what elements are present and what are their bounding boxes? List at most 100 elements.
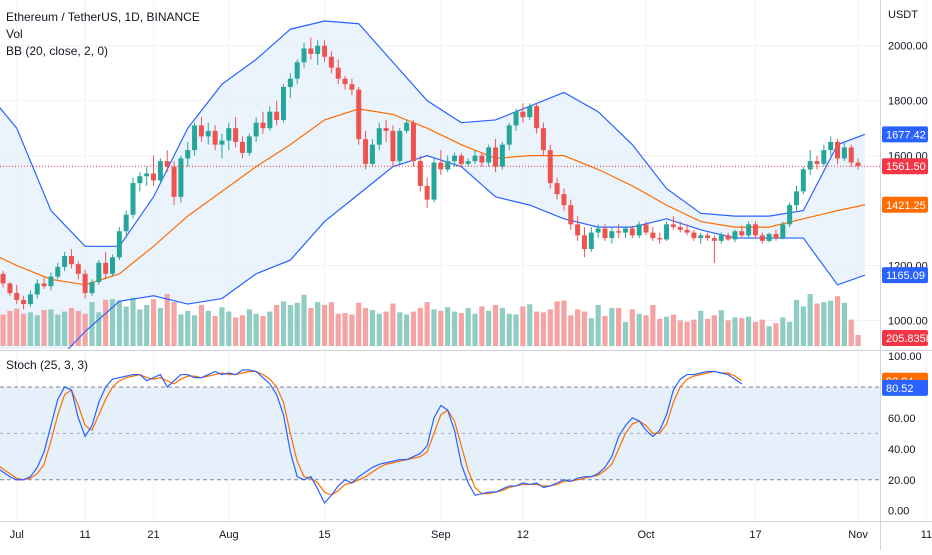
candle-body bbox=[664, 224, 670, 240]
candle-body bbox=[281, 86, 286, 120]
candle-body bbox=[452, 155, 457, 162]
volume-bar bbox=[130, 297, 136, 346]
candle-body bbox=[506, 125, 512, 145]
candle bbox=[499, 141, 505, 170]
candle-body bbox=[171, 166, 177, 197]
stoch-tick-label: 20.00 bbox=[888, 475, 916, 487]
bollinger-legend: BB (20, close, 2, 0) bbox=[6, 44, 109, 58]
candle-body bbox=[410, 122, 416, 162]
volume-bar bbox=[547, 309, 553, 346]
stoch-k-badge-bg bbox=[882, 379, 928, 396]
candle bbox=[452, 152, 457, 167]
candle-body bbox=[595, 228, 601, 233]
candle-body bbox=[404, 122, 410, 131]
candle bbox=[322, 40, 328, 63]
volume-bar bbox=[848, 319, 854, 346]
candle bbox=[110, 254, 115, 277]
volume-bar bbox=[75, 310, 81, 346]
candle bbox=[171, 161, 177, 206]
candle-body bbox=[390, 130, 396, 162]
volume-bar bbox=[581, 311, 588, 346]
stoch-k-badge: 80.52 bbox=[882, 379, 928, 396]
candle bbox=[192, 122, 198, 156]
candle-body bbox=[513, 111, 519, 126]
volume-bar bbox=[328, 302, 334, 346]
lower-band-badge-bg bbox=[882, 267, 928, 284]
candle bbox=[534, 103, 540, 134]
candle-body bbox=[691, 232, 697, 239]
volume-bar bbox=[301, 294, 307, 346]
candle bbox=[417, 155, 423, 192]
candle-body bbox=[752, 224, 758, 236]
candle bbox=[486, 144, 492, 167]
time-tick-label: 11 bbox=[79, 529, 90, 541]
volume-bar bbox=[62, 311, 68, 346]
candle-body bbox=[89, 282, 95, 294]
candle-body bbox=[855, 162, 861, 167]
volume-bar bbox=[424, 302, 430, 346]
candle bbox=[581, 227, 587, 258]
candle bbox=[185, 141, 191, 167]
candle-body bbox=[807, 161, 813, 170]
volume-bar bbox=[834, 296, 841, 346]
volume-bar bbox=[732, 317, 738, 346]
candle bbox=[75, 261, 81, 280]
candle bbox=[794, 185, 799, 211]
candle bbox=[369, 139, 375, 167]
volume-bar bbox=[663, 316, 670, 346]
candle-body bbox=[274, 111, 280, 120]
volume-bar bbox=[294, 302, 300, 346]
candle bbox=[267, 106, 273, 131]
volume-bar bbox=[157, 307, 163, 346]
volume-bar bbox=[20, 313, 27, 346]
volume-bar bbox=[793, 299, 800, 346]
candle bbox=[308, 37, 314, 60]
candle bbox=[752, 221, 758, 239]
candle-body bbox=[198, 125, 204, 137]
volume-bar bbox=[787, 321, 793, 346]
volume-bar bbox=[116, 300, 122, 346]
volume-bar bbox=[828, 300, 834, 346]
volume-bar bbox=[137, 309, 143, 346]
candle bbox=[684, 224, 690, 236]
candle-body bbox=[705, 235, 711, 239]
candle-body bbox=[62, 255, 68, 267]
volume-badge: 205.835K bbox=[882, 330, 932, 346]
volume-bar bbox=[821, 302, 827, 346]
candle-body bbox=[499, 144, 505, 167]
candle-body bbox=[192, 125, 198, 151]
symbol-title: Ethereum / TetherUS, 1D, BINANCE bbox=[6, 10, 200, 24]
candle-body bbox=[164, 161, 170, 167]
candle bbox=[602, 224, 608, 241]
volume-bar bbox=[458, 313, 464, 346]
candle bbox=[773, 229, 779, 241]
volume-bar bbox=[191, 315, 198, 346]
volume-bar bbox=[369, 310, 376, 346]
volume-bar bbox=[287, 304, 293, 346]
candle-body bbox=[287, 78, 293, 87]
volume-bar bbox=[622, 321, 629, 346]
candle bbox=[445, 155, 451, 173]
candle bbox=[239, 136, 245, 159]
candle bbox=[424, 177, 430, 208]
candle bbox=[164, 150, 170, 173]
candle bbox=[212, 125, 218, 151]
volume-bar bbox=[362, 307, 369, 346]
stoch-tick-label: 60.00 bbox=[888, 413, 916, 425]
candle bbox=[342, 75, 348, 90]
candle bbox=[561, 188, 567, 211]
time-tick-label: 11 bbox=[921, 529, 932, 541]
volume-bar bbox=[260, 315, 266, 346]
candle-body bbox=[205, 130, 211, 137]
upper-band-badge-text: 1677.42 bbox=[886, 129, 926, 141]
candle-body bbox=[657, 238, 663, 240]
candle-body bbox=[335, 67, 341, 79]
volume-bar bbox=[48, 309, 54, 346]
volume-bar bbox=[506, 313, 512, 346]
candle bbox=[554, 177, 560, 200]
stoch-k-line bbox=[0, 369, 743, 505]
candle bbox=[7, 282, 13, 296]
candle bbox=[287, 73, 293, 98]
